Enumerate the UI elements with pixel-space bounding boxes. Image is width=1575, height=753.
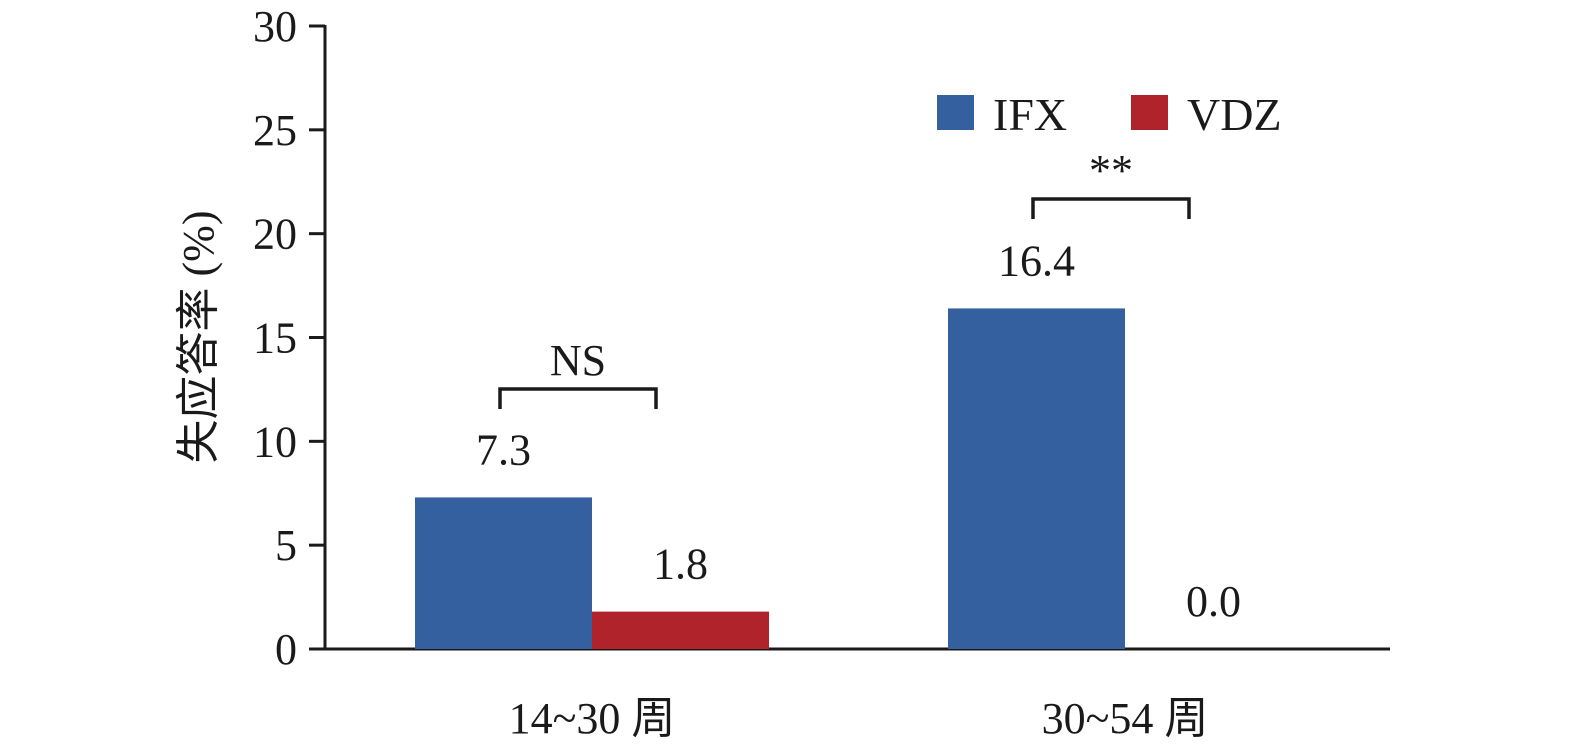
y-tick-label: 0 [275, 625, 297, 674]
y-tick-label: 25 [253, 106, 297, 155]
data-label-vdz: 0.0 [1186, 577, 1241, 626]
bars [415, 308, 1125, 649]
significance-annotations: NS ** [498, 146, 1191, 409]
legend-label-vdz: VDZ [1187, 89, 1282, 140]
category-label: 30~54 周 [1042, 694, 1209, 743]
bar-ifx [948, 308, 1125, 649]
y-tick-label: 20 [253, 210, 297, 259]
data-label-ifx: 7.3 [476, 425, 531, 474]
y-axis: 0 5 10 15 20 25 30 [253, 2, 327, 674]
data-labels: 7.3 1.8 16.4 0.0 [476, 236, 1241, 626]
y-tick-label: 30 [253, 2, 297, 51]
y-tick-label: 10 [253, 417, 297, 466]
significance-bracket [1031, 197, 1191, 219]
y-axis-title: 失应答率 (%) [174, 211, 223, 464]
bar-ifx [415, 497, 592, 649]
y-tick-label: 15 [253, 314, 297, 363]
significance-label: NS [550, 336, 606, 385]
legend-label-ifx: IFX [993, 89, 1067, 140]
legend-swatch-ifx [937, 95, 974, 130]
significance-label: ** [1089, 146, 1133, 195]
legend-swatch-vdz [1131, 95, 1168, 130]
category-labels: 14~30 周 30~54 周 [509, 694, 1209, 743]
data-label-ifx: 16.4 [998, 236, 1075, 285]
category-label: 14~30 周 [509, 694, 676, 743]
significance-bracket [498, 387, 658, 409]
y-tick-label: 5 [275, 521, 297, 570]
bar-vdz [592, 611, 769, 649]
data-label-vdz: 1.8 [653, 540, 708, 589]
legend: IFX VDZ [937, 89, 1282, 140]
